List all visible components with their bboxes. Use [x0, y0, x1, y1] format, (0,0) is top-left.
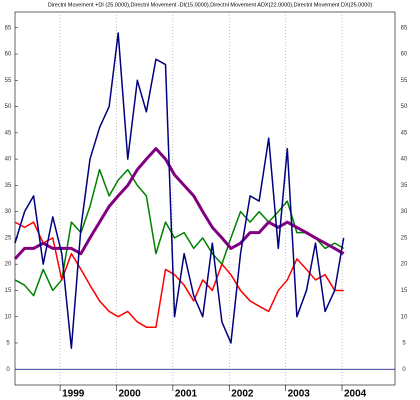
y-tick-label: 20 [5, 262, 12, 268]
y-tick-label-right: 25 [401, 235, 408, 241]
y-tick-label-right: 55 [401, 78, 408, 84]
x-tick-label: 2004 [344, 389, 367, 400]
y-tick-label-right: 65 [401, 25, 408, 31]
y-tick-label-right: 0 [402, 367, 406, 373]
y-tick-label: 30 [5, 209, 12, 215]
y-tick-label-right: 30 [401, 209, 408, 215]
y-tick-label: 5 [6, 341, 10, 347]
series-line [14, 221, 344, 328]
x-tick-label: 2002 [231, 389, 254, 400]
y-tick-label: 0 [6, 367, 10, 373]
plot-frame [14, 11, 396, 386]
series-line [14, 32, 345, 349]
y-tick-label: 10 [5, 314, 12, 320]
y-tick-label: 60 [5, 52, 12, 58]
x-tick-label: 2001 [175, 389, 198, 400]
y-tick-label-right: 40 [401, 157, 408, 163]
y-tick-label: 35 [5, 183, 12, 189]
y-tick-label: 25 [5, 235, 12, 241]
y-tick-label: 40 [5, 157, 12, 163]
chart-title: Directnl Movement +DI (25.0000),Directnl… [48, 2, 373, 8]
x-tick-label: 2000 [118, 389, 141, 400]
y-tick-label-right: 60 [401, 52, 408, 58]
y-tick-label-right: 45 [401, 130, 408, 136]
series-line [13, 147, 345, 260]
x-tick-label: 1999 [62, 389, 85, 400]
y-tick-label-right: 5 [402, 341, 406, 347]
y-tick-label: 15 [5, 288, 12, 294]
y-tick-label: 55 [5, 78, 12, 84]
y-tick-label: 50 [5, 104, 12, 110]
y-tick-label-right: 50 [401, 104, 408, 110]
y-tick-label: 45 [5, 130, 12, 136]
y-tick-label-right: 10 [401, 314, 408, 320]
y-tick-label: 65 [5, 25, 12, 31]
y-tick-label-right: 35 [401, 183, 408, 189]
series-line [14, 168, 345, 297]
x-tick-label: 2003 [288, 389, 311, 400]
y-tick-label-right: 15 [401, 288, 408, 294]
y-tick-label-right: 20 [401, 262, 408, 268]
